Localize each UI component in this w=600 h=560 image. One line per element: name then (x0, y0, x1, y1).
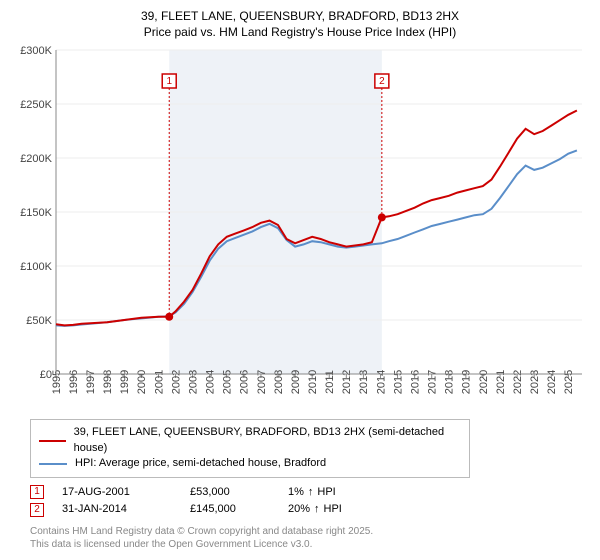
title-address: 39, FLEET LANE, QUEENSBURY, BRADFORD, BD… (12, 8, 588, 24)
y-tick-label: £100K (20, 261, 52, 273)
x-tick-label: 1999 (119, 370, 131, 394)
sale-price: £53,000 (190, 484, 270, 502)
arrow-up-icon: ↑ (314, 501, 320, 519)
legend-box: 39, FLEET LANE, QUEENSBURY, BRADFORD, BD… (30, 419, 470, 477)
x-tick-label: 2000 (136, 370, 148, 394)
x-tick-label: 1996 (68, 370, 80, 394)
legend-row: HPI: Average price, semi-detached house,… (39, 456, 461, 471)
sale-marker-number: 2 (379, 77, 385, 88)
x-tick-label: 2009 (290, 370, 302, 394)
chart-svg: £0£50K£100K£150K£200K£250K£300K199519961… (12, 44, 588, 409)
sale-date: 31-JAN-2014 (62, 501, 172, 519)
x-tick-label: 2019 (461, 370, 473, 394)
x-tick-label: 2010 (307, 370, 319, 394)
sale-date: 17-AUG-2001 (62, 484, 172, 502)
y-tick-label: £150K (20, 207, 52, 219)
y-tick-label: £250K (20, 99, 52, 111)
y-tick-label: £300K (20, 45, 52, 57)
chart-area: £0£50K£100K£150K£200K£250K£300K199519961… (12, 44, 588, 409)
footer-line2: This data is licensed under the Open Gov… (30, 538, 584, 552)
y-tick-label: £200K (20, 153, 52, 165)
x-tick-label: 2018 (444, 370, 456, 394)
x-tick-label: 2005 (222, 370, 234, 394)
x-tick-label: 2004 (205, 370, 217, 394)
arrow-up-icon: ↑ (308, 484, 314, 502)
sale-marker-icon: 1 (30, 485, 44, 499)
x-tick-label: 2006 (239, 370, 251, 394)
title-subtitle: Price paid vs. HM Land Registry's House … (12, 24, 588, 40)
sale-price: £145,000 (190, 501, 270, 519)
x-tick-label: 2002 (170, 370, 182, 394)
x-tick-label: 2016 (409, 370, 421, 394)
sale-delta: 1%↑HPI (288, 484, 336, 502)
sale-delta-suffix: HPI (324, 501, 342, 519)
legend-swatch (39, 463, 67, 465)
legend-label: 39, FLEET LANE, QUEENSBURY, BRADFORD, BD… (74, 425, 461, 456)
sale-delta-pct: 1% (288, 484, 304, 502)
x-tick-label: 2014 (375, 370, 387, 394)
x-tick-label: 1998 (102, 370, 114, 394)
sales-table: 117-AUG-2001£53,0001%↑HPI231-JAN-2014£14… (30, 484, 584, 519)
sale-marker-dot (378, 214, 386, 222)
y-tick-label: £50K (26, 315, 52, 327)
sale-marker-icon: 2 (30, 503, 44, 517)
x-tick-label: 2007 (256, 370, 268, 394)
x-tick-label: 2012 (341, 370, 353, 394)
footer-line1: Contains HM Land Registry data © Crown c… (30, 525, 584, 539)
x-tick-label: 1997 (85, 370, 97, 394)
x-tick-label: 2020 (478, 370, 490, 394)
x-tick-label: 2023 (529, 370, 541, 394)
sale-delta-pct: 20% (288, 501, 310, 519)
title-block: 39, FLEET LANE, QUEENSBURY, BRADFORD, BD… (12, 8, 588, 40)
x-tick-label: 1995 (51, 370, 63, 394)
sale-marker-number: 1 (166, 77, 172, 88)
sale-delta-suffix: HPI (317, 484, 335, 502)
x-tick-label: 2013 (358, 370, 370, 394)
x-tick-label: 2024 (546, 370, 558, 394)
x-tick-label: 2001 (153, 370, 165, 394)
legend-label: HPI: Average price, semi-detached house,… (75, 456, 326, 471)
sale-row: 1 17-AUG-2001 £53,000 1%↑HPI (30, 484, 584, 502)
x-tick-label: 2022 (512, 370, 524, 394)
sale-marker-dot (165, 313, 173, 321)
sale-row: 2 31-JAN-2014 £145,000 20%↑HPI (30, 501, 584, 519)
sale-delta: 20%↑HPI (288, 501, 342, 519)
x-tick-label: 2015 (392, 370, 404, 394)
chart-container: 39, FLEET LANE, QUEENSBURY, BRADFORD, BD… (0, 0, 600, 560)
x-tick-label: 2003 (187, 370, 199, 394)
x-tick-label: 2017 (427, 370, 439, 394)
x-tick-label: 2021 (495, 370, 507, 394)
x-tick-label: 2025 (563, 370, 575, 394)
legend-row: 39, FLEET LANE, QUEENSBURY, BRADFORD, BD… (39, 425, 461, 456)
x-tick-label: 2008 (273, 370, 285, 394)
footer-note: Contains HM Land Registry data © Crown c… (30, 525, 584, 552)
legend-swatch (39, 440, 66, 442)
